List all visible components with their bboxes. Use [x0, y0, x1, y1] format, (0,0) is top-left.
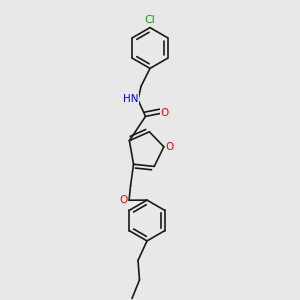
Text: O: O: [119, 195, 127, 205]
Text: O: O: [160, 107, 169, 118]
Text: Cl: Cl: [145, 15, 155, 25]
Text: HN: HN: [123, 94, 138, 104]
Text: O: O: [165, 142, 173, 152]
